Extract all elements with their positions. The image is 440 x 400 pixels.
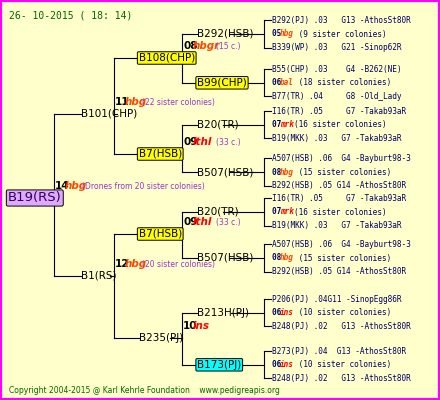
Text: hbg: hbg: [280, 254, 294, 262]
Text: B99(CHP): B99(CHP): [197, 78, 247, 88]
Text: ins: ins: [193, 321, 210, 331]
Text: (9 sister colonies): (9 sister colonies): [294, 30, 386, 38]
Text: B248(PJ) .02   G13 -AthosSt80R: B248(PJ) .02 G13 -AthosSt80R: [272, 374, 411, 383]
Text: B339(WP) .03   G21 -Sinop62R: B339(WP) .03 G21 -Sinop62R: [272, 43, 402, 52]
Text: 10: 10: [183, 321, 198, 331]
Text: B101(CHP): B101(CHP): [81, 109, 138, 119]
Text: 06: 06: [272, 78, 286, 87]
Text: B292(HSB) .05 G14 -AthosSt80R: B292(HSB) .05 G14 -AthosSt80R: [272, 267, 407, 276]
Text: 09: 09: [183, 217, 198, 227]
Text: B19(RS): B19(RS): [8, 192, 62, 204]
Text: B7(HSB): B7(HSB): [139, 229, 182, 239]
Text: B213H(PJ): B213H(PJ): [197, 308, 249, 318]
Text: B292(HSB) .05 G14 -AthosSt80R: B292(HSB) .05 G14 -AthosSt80R: [272, 181, 407, 190]
Text: (20 sister colonies): (20 sister colonies): [142, 260, 215, 269]
Text: B292(HSB): B292(HSB): [197, 29, 253, 39]
Text: 09: 09: [183, 137, 198, 147]
Text: B108(CHP): B108(CHP): [139, 53, 195, 63]
Text: B20(TR): B20(TR): [197, 120, 239, 130]
Text: 08: 08: [183, 41, 198, 51]
Text: 26- 10-2015 ( 18: 14): 26- 10-2015 ( 18: 14): [9, 10, 132, 20]
Text: lthl: lthl: [193, 217, 212, 227]
Text: B173(PJ): B173(PJ): [197, 360, 242, 370]
Text: (22 sister colonies): (22 sister colonies): [142, 98, 215, 107]
Text: hbg: hbg: [280, 30, 294, 38]
Text: (15 sister colonies): (15 sister colonies): [294, 254, 391, 262]
Text: 14: 14: [55, 181, 70, 191]
Text: hbg: hbg: [65, 181, 87, 191]
Text: B19(MKK) .03   G7 -Takab93aR: B19(MKK) .03 G7 -Takab93aR: [272, 134, 402, 143]
Text: (16 sister colonies): (16 sister colonies): [294, 120, 386, 129]
Text: B292(PJ) .03   G13 -AthosSt80R: B292(PJ) .03 G13 -AthosSt80R: [272, 16, 411, 25]
Text: B273(PJ) .04  G13 -AthosSt80R: B273(PJ) .04 G13 -AthosSt80R: [272, 347, 407, 356]
Text: P206(PJ) .04G11 -SinopEgg86R: P206(PJ) .04G11 -SinopEgg86R: [272, 295, 402, 304]
Text: 06: 06: [272, 360, 286, 369]
Text: B235(PJ): B235(PJ): [139, 333, 183, 343]
Text: B19(MKK) .03   G7 -Takab93aR: B19(MKK) .03 G7 -Takab93aR: [272, 221, 402, 230]
Text: hbgr: hbgr: [193, 41, 220, 51]
Text: B507(HSB): B507(HSB): [197, 167, 253, 177]
Text: hbg: hbg: [280, 168, 294, 176]
Text: (15 c.): (15 c.): [216, 42, 240, 51]
Text: bal: bal: [280, 78, 294, 87]
Text: ins: ins: [280, 308, 294, 317]
Text: B77(TR) .04     G8 -Old_Lady: B77(TR) .04 G8 -Old_Lady: [272, 92, 402, 101]
Text: (33 c.): (33 c.): [216, 138, 240, 147]
Text: 07: 07: [272, 208, 286, 216]
Text: (15 sister colonies): (15 sister colonies): [294, 168, 391, 176]
Text: B507(HSB): B507(HSB): [197, 253, 253, 263]
Text: 11: 11: [115, 97, 129, 107]
Text: ins: ins: [280, 360, 294, 369]
Text: 08: 08: [272, 168, 286, 176]
Text: mrk: mrk: [280, 208, 294, 216]
Text: lthl: lthl: [193, 137, 212, 147]
Text: 12: 12: [115, 259, 129, 269]
Text: hbg: hbg: [125, 97, 147, 107]
Text: I16(TR) .05     G7 -Takab93aR: I16(TR) .05 G7 -Takab93aR: [272, 107, 407, 116]
Text: hbg: hbg: [125, 259, 147, 269]
Text: (10 sister colonies): (10 sister colonies): [294, 360, 391, 369]
Text: mrk: mrk: [280, 120, 294, 129]
Text: (10 sister colonies): (10 sister colonies): [294, 308, 391, 317]
Text: 07: 07: [272, 120, 286, 129]
Text: 06: 06: [272, 308, 286, 317]
Text: B1(RS): B1(RS): [81, 271, 117, 281]
Text: B20(TR): B20(TR): [197, 207, 239, 217]
Text: Copyright 2004-2015 @ Karl Kehrle Foundation    www.pedigreapis.org: Copyright 2004-2015 @ Karl Kehrle Founda…: [9, 386, 280, 395]
Text: A507(HSB) .06  G4 -Bayburt98-3: A507(HSB) .06 G4 -Bayburt98-3: [272, 240, 411, 249]
Text: (Drones from 20 sister colonies): (Drones from 20 sister colonies): [82, 182, 205, 191]
Text: 08: 08: [272, 254, 286, 262]
Text: (18 sister colonies): (18 sister colonies): [294, 78, 391, 87]
Text: 05: 05: [272, 30, 286, 38]
Text: (16 sister colonies): (16 sister colonies): [294, 208, 386, 216]
Text: B55(CHP) .03    G4 -B262(NE): B55(CHP) .03 G4 -B262(NE): [272, 65, 402, 74]
Text: B7(HSB): B7(HSB): [139, 149, 182, 159]
Text: (33 c.): (33 c.): [216, 218, 240, 227]
Text: A507(HSB) .06  G4 -Bayburt98-3: A507(HSB) .06 G4 -Bayburt98-3: [272, 154, 411, 163]
Text: I16(TR) .05     G7 -Takab93aR: I16(TR) .05 G7 -Takab93aR: [272, 194, 407, 203]
Text: B248(PJ) .02   G13 -AthosSt80R: B248(PJ) .02 G13 -AthosSt80R: [272, 322, 411, 331]
